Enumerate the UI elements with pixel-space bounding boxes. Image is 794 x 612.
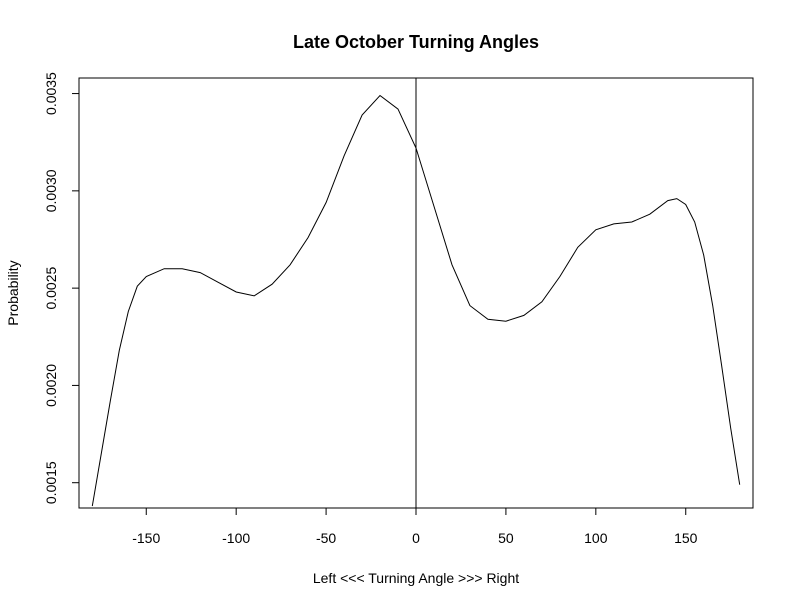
chart-title: Late October Turning Angles xyxy=(293,32,539,52)
series-line xyxy=(91,94,741,507)
x-tick-label: 50 xyxy=(498,530,514,546)
y-axis: 0.0015 0.0020 0.0025 0.0030 0.0035 xyxy=(43,72,80,504)
x-axis: -150 -100 -50 0 50 100 150 xyxy=(132,507,698,546)
y-tick-label: 0.0015 xyxy=(43,461,59,504)
x-tick-label: 0 xyxy=(412,530,420,546)
y-tick-label: 0.0020 xyxy=(43,364,59,407)
x-tick-label: -100 xyxy=(222,530,250,546)
y-axis-label: Probability xyxy=(5,260,21,325)
x-tick-label: -50 xyxy=(316,530,336,546)
x-tick-label: 150 xyxy=(674,530,698,546)
x-axis-label: Left <<< Turning Angle >>> Right xyxy=(313,570,519,586)
y-tick-label: 0.0030 xyxy=(43,169,59,212)
y-tick-label: 0.0025 xyxy=(43,267,59,310)
x-tick-label: 100 xyxy=(584,530,608,546)
x-tick-label: -150 xyxy=(132,530,160,546)
y-tick-label: 0.0035 xyxy=(43,72,59,115)
